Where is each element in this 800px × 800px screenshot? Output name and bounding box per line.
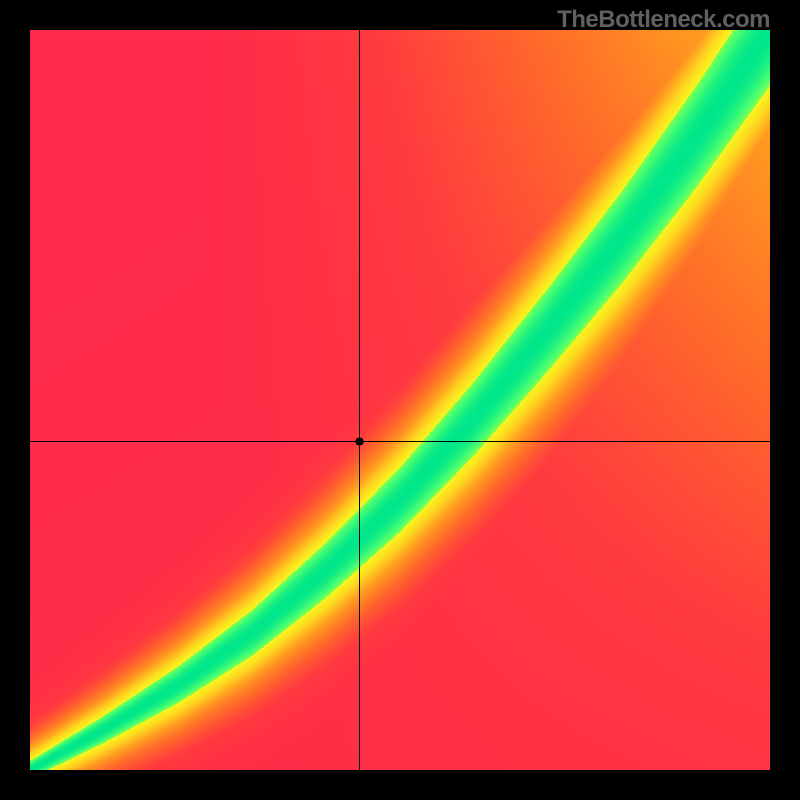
chart-container: TheBottleneck.com: [0, 0, 800, 800]
heatmap-canvas: [30, 30, 770, 770]
chart-frame: [30, 30, 770, 770]
